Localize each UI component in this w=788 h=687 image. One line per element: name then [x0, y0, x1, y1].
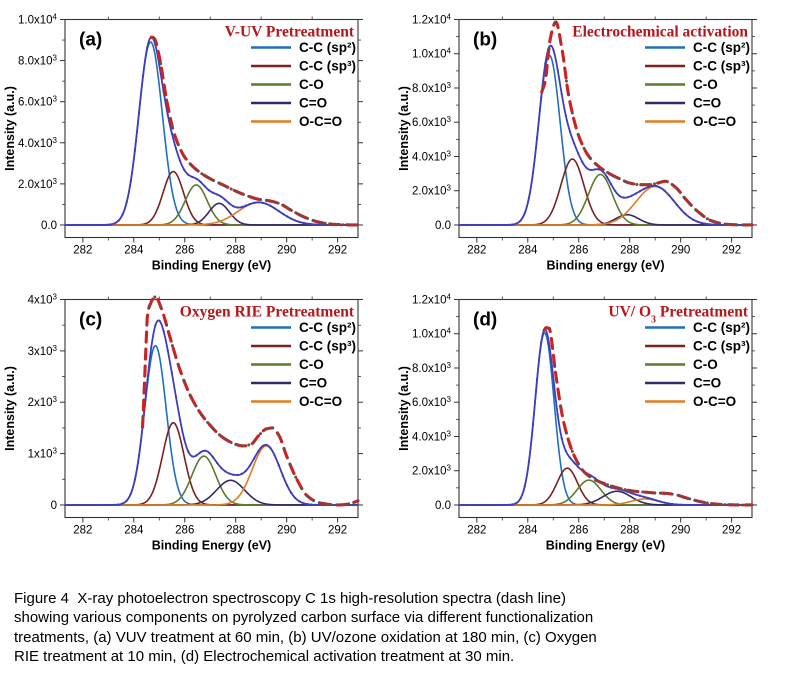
- svg-text:4.0x103: 4.0x103: [18, 135, 58, 150]
- svg-text:284: 284: [518, 245, 538, 257]
- svg-text:O-C=O: O-C=O: [693, 394, 736, 409]
- svg-text:284: 284: [518, 525, 538, 537]
- svg-text:282: 282: [467, 245, 486, 257]
- svg-text:Intensity (a.u.): Intensity (a.u.): [397, 366, 411, 451]
- svg-text:1.2x104: 1.2x104: [412, 292, 452, 307]
- svg-text:O-C=O: O-C=O: [693, 114, 736, 129]
- svg-text:6.0x103: 6.0x103: [412, 115, 452, 130]
- svg-text:(c): (c): [79, 310, 102, 331]
- svg-text:C-C (sp²): C-C (sp²): [693, 40, 750, 55]
- svg-text:284: 284: [124, 525, 144, 537]
- svg-text:288: 288: [620, 525, 639, 537]
- svg-text:1.0x104: 1.0x104: [412, 46, 452, 61]
- svg-text:0.0: 0.0: [435, 500, 451, 512]
- svg-text:C=O: C=O: [299, 96, 327, 111]
- svg-text:C=O: C=O: [299, 376, 327, 391]
- svg-text:8.0x103: 8.0x103: [412, 80, 452, 95]
- svg-text:2.0x103: 2.0x103: [412, 463, 452, 478]
- svg-text:292: 292: [722, 245, 741, 257]
- svg-text:(b): (b): [473, 30, 497, 51]
- svg-text:1.0x104: 1.0x104: [18, 12, 58, 27]
- svg-text:(d): (d): [473, 310, 497, 331]
- svg-text:286: 286: [175, 525, 194, 537]
- svg-text:(a): (a): [79, 30, 102, 51]
- svg-text:C=O: C=O: [693, 376, 721, 391]
- svg-text:292: 292: [328, 525, 347, 537]
- svg-text:2.0x103: 2.0x103: [18, 176, 58, 191]
- svg-text:6.0x103: 6.0x103: [412, 395, 452, 410]
- svg-text:Binding Energy (eV): Binding Energy (eV): [152, 259, 271, 273]
- svg-text:C-C (sp²): C-C (sp²): [299, 320, 356, 335]
- svg-text:8.0x103: 8.0x103: [412, 360, 452, 375]
- svg-text:C-C (sp³): C-C (sp³): [299, 339, 356, 354]
- svg-text:286: 286: [569, 245, 588, 257]
- svg-text:C-C (sp²): C-C (sp²): [299, 40, 356, 55]
- svg-text:6.0x103: 6.0x103: [18, 94, 58, 109]
- svg-text:8.0x103: 8.0x103: [18, 53, 58, 68]
- svg-text:Electrochemical activation: Electrochemical activation: [572, 24, 748, 41]
- svg-text:282: 282: [73, 525, 92, 537]
- svg-text:290: 290: [671, 525, 690, 537]
- svg-text:C-C (sp³): C-C (sp³): [693, 59, 750, 74]
- svg-text:288: 288: [226, 525, 245, 537]
- svg-text:290: 290: [671, 245, 690, 257]
- svg-text:2.0x103: 2.0x103: [412, 183, 452, 198]
- svg-text:292: 292: [328, 245, 347, 257]
- svg-text:1.2x104: 1.2x104: [412, 12, 452, 27]
- svg-text:0: 0: [51, 500, 57, 512]
- svg-text:C-C (sp³): C-C (sp³): [299, 59, 356, 74]
- svg-text:290: 290: [277, 245, 296, 257]
- svg-text:O-C=O: O-C=O: [299, 394, 342, 409]
- svg-text:292: 292: [722, 525, 741, 537]
- svg-text:Binding energy (eV): Binding energy (eV): [546, 259, 664, 273]
- svg-text:V-UV Pretreatment: V-UV Pretreatment: [225, 24, 355, 41]
- svg-text:Oxygen RIE Pretreatment: Oxygen RIE Pretreatment: [180, 304, 355, 321]
- svg-text:Intensity (a.u.): Intensity (a.u.): [3, 366, 17, 451]
- svg-text:Intensity (a.u.): Intensity (a.u.): [397, 86, 411, 171]
- svg-text:C-O: C-O: [693, 357, 718, 372]
- svg-text:290: 290: [277, 525, 296, 537]
- svg-text:0.0: 0.0: [435, 220, 451, 232]
- svg-text:1.0x104: 1.0x104: [412, 326, 452, 341]
- svg-text:C-O: C-O: [693, 77, 718, 92]
- svg-text:Binding Energy (eV): Binding Energy (eV): [546, 539, 665, 553]
- svg-text:C-C (sp²): C-C (sp²): [693, 320, 750, 335]
- svg-text:286: 286: [175, 245, 194, 257]
- svg-text:Binding Energy (eV): Binding Energy (eV): [152, 539, 271, 553]
- svg-text:C=O: C=O: [693, 96, 721, 111]
- svg-text:286: 286: [569, 525, 588, 537]
- svg-text:282: 282: [73, 245, 92, 257]
- svg-text:4.0x103: 4.0x103: [412, 429, 452, 444]
- svg-text:284: 284: [124, 245, 144, 257]
- svg-text:C-O: C-O: [299, 357, 324, 372]
- svg-text:C-C (sp³): C-C (sp³): [693, 339, 750, 354]
- svg-text:288: 288: [226, 245, 245, 257]
- svg-text:0.0: 0.0: [41, 220, 57, 232]
- svg-text:O-C=O: O-C=O: [299, 114, 342, 129]
- svg-text:Intensity (a.u.): Intensity (a.u.): [3, 86, 17, 171]
- svg-text:282: 282: [467, 525, 486, 537]
- svg-text:C-O: C-O: [299, 77, 324, 92]
- svg-text:4.0x103: 4.0x103: [412, 149, 452, 164]
- svg-text:288: 288: [620, 245, 639, 257]
